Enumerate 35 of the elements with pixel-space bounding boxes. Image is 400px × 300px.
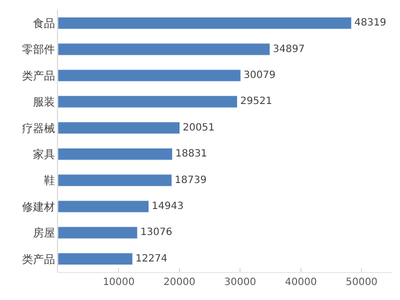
bar bbox=[58, 43, 270, 56]
bar bbox=[58, 148, 173, 160]
x-tick-label: 30000 bbox=[224, 277, 256, 288]
bar bbox=[58, 226, 138, 239]
data-label: 14943 bbox=[152, 201, 184, 212]
data-label: 18831 bbox=[175, 148, 208, 160]
y-tick-label: 房屋 bbox=[32, 226, 55, 240]
y-tick-label: 鞋 bbox=[44, 174, 55, 188]
bar bbox=[58, 252, 133, 266]
y-tick-label: 修建材 bbox=[22, 200, 55, 214]
y-tick-label: 家具 bbox=[32, 148, 55, 161]
data-label: 34897 bbox=[272, 44, 305, 55]
x-tick-label: 10000 bbox=[102, 277, 135, 288]
x-tick-label: 40000 bbox=[285, 277, 317, 288]
data-label: 18739 bbox=[174, 174, 207, 186]
data-label: 30079 bbox=[244, 70, 276, 82]
data-label: 20051 bbox=[182, 122, 215, 134]
data-label: 12274 bbox=[136, 253, 168, 264]
data-label: 48319 bbox=[354, 18, 386, 29]
y-tick-label: 食品 bbox=[32, 16, 55, 30]
bar bbox=[58, 200, 149, 213]
bar bbox=[58, 69, 241, 82]
bar bbox=[58, 96, 238, 108]
y-tick-label: 类产品 bbox=[22, 252, 55, 266]
y-tick-label: 类产品 bbox=[22, 69, 55, 82]
y-tick-label: 疗器械 bbox=[22, 122, 55, 135]
bar bbox=[58, 16, 352, 30]
y-tick-label: 服装 bbox=[32, 96, 55, 109]
data-label: 13076 bbox=[140, 227, 172, 238]
y-tick-label: 零部件 bbox=[22, 43, 55, 56]
x-tick-label: 20000 bbox=[164, 277, 196, 288]
data-label: 29521 bbox=[240, 96, 272, 108]
x-tick-label: 50000 bbox=[346, 277, 378, 288]
bar bbox=[58, 174, 172, 186]
bar bbox=[58, 122, 180, 134]
